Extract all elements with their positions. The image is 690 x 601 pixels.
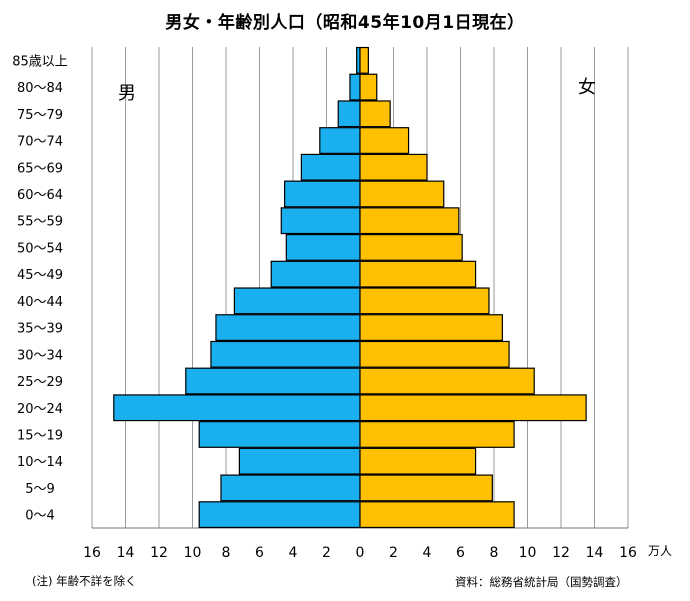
x-tick-label: 10 [519, 545, 537, 561]
category-label: 35〜39 [17, 322, 63, 337]
x-tick-label: 2 [389, 545, 398, 561]
bar-female [359, 447, 477, 475]
category-label: 5〜9 [25, 482, 55, 497]
chart-title: 男女・年齢別人口（昭和45年10月1日現在） [165, 13, 525, 33]
series-label-male: 男 [118, 83, 136, 104]
x-tick-label: 14 [586, 545, 604, 561]
bar-male [300, 153, 361, 181]
category-label: 15〜19 [17, 428, 63, 443]
x-tick-label: 12 [552, 545, 570, 561]
bar-male [319, 127, 361, 154]
unit-label: 万人 [648, 544, 672, 558]
bar-male [198, 421, 361, 448]
bar-male [280, 207, 361, 235]
x-tick-label: 8 [222, 545, 231, 561]
category-label: 20〜24 [17, 402, 63, 417]
source-note: 資料：総務省統計局（国勢調査） [455, 575, 628, 589]
bar-male [185, 367, 361, 395]
bar-female [359, 127, 410, 154]
bars [113, 46, 587, 529]
x-tick-label: 6 [255, 545, 264, 561]
category-label: 70〜74 [17, 135, 63, 150]
bar-male [210, 340, 361, 368]
bar-male [285, 233, 361, 261]
bar-female [359, 180, 445, 208]
category-label: 10〜14 [17, 455, 63, 470]
category-label: 80〜84 [17, 81, 63, 96]
bar-male [270, 260, 361, 288]
category-label: 25〜29 [17, 375, 63, 390]
bar-female [359, 153, 428, 181]
bar-female [359, 474, 493, 502]
x-tick-label: 0 [356, 545, 365, 561]
bar-female [359, 421, 515, 448]
bar-female [359, 367, 535, 395]
x-tick-label: 4 [423, 545, 432, 561]
category-label: 60〜64 [17, 188, 63, 203]
bar-male [284, 180, 361, 208]
bar-female [359, 100, 391, 128]
x-tick-label: 16 [619, 545, 637, 561]
x-tick-label: 4 [289, 545, 298, 561]
bar-female [359, 394, 587, 422]
category-label: 30〜34 [17, 348, 63, 363]
category-label: 55〜59 [17, 215, 63, 230]
bar-female [359, 260, 477, 288]
series-label-female: 女 [578, 77, 596, 98]
x-tick-label: 8 [490, 545, 499, 561]
bar-female [359, 207, 460, 235]
bar-female [359, 501, 515, 529]
bar-male [238, 447, 361, 475]
category-label: 50〜54 [17, 241, 63, 256]
bar-male [113, 394, 361, 422]
bar-female [359, 233, 463, 261]
bar-female [359, 73, 378, 101]
bar-male [337, 100, 361, 128]
category-label: 45〜49 [17, 268, 63, 283]
bar-male [220, 474, 361, 502]
bar-male [215, 314, 361, 342]
category-label: 75〜79 [17, 108, 63, 123]
bar-female [359, 340, 510, 368]
x-tick-label: 14 [117, 545, 135, 561]
labels: 0〜4 5〜9 10〜14 15〜19 20〜24 25〜29 30〜34 35〜39 40〜4… [12, 54, 672, 561]
footnote: (注) 年齢不詳を除く [32, 574, 137, 588]
x-tick-label: 2 [322, 545, 331, 561]
bar-female [359, 314, 503, 342]
x-tick-label: 12 [150, 545, 168, 561]
bar-male [233, 287, 361, 315]
bar-male [198, 501, 361, 529]
bar-female [359, 287, 490, 315]
bar-female [359, 46, 369, 74]
category-label: 85歳以上 [12, 54, 68, 69]
x-tick-label: 16 [83, 545, 101, 561]
x-tick-label: 10 [184, 545, 202, 561]
bar-male [349, 73, 361, 101]
category-label: 40〜44 [17, 295, 63, 310]
category-label: 65〜69 [17, 161, 63, 176]
x-tick-label: 6 [456, 545, 465, 561]
category-label: 0〜4 [25, 509, 55, 524]
